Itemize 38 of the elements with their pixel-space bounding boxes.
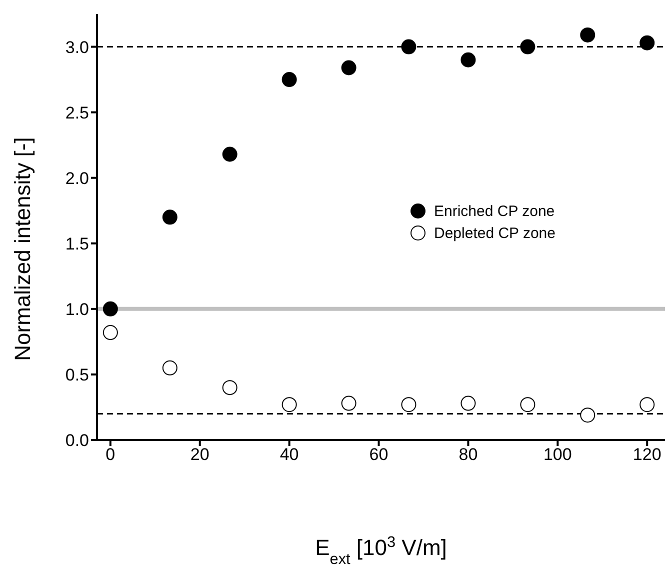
y-tick-label: 2.5: [65, 103, 89, 122]
y-tick-label: 0.0: [65, 431, 89, 450]
legend-label: Enriched CP zone: [434, 202, 555, 220]
legend-label: Depleted CP zone: [434, 224, 556, 242]
point: [580, 27, 596, 42]
x-tick-label: 80: [458, 445, 478, 464]
point: [460, 396, 476, 411]
y-tick-label: 0.5: [65, 365, 89, 384]
point: [401, 397, 416, 412]
point: [341, 396, 356, 411]
point: [162, 360, 178, 376]
point: [282, 72, 297, 88]
point: [520, 39, 536, 54]
x-axis-title: E$_{ext}$ [10$^{3}$ V/m]: [315, 534, 447, 565]
point: [102, 325, 118, 340]
x-tick-label: 60: [369, 445, 388, 464]
point: [520, 397, 536, 412]
y-tick-label: 3.0: [65, 38, 89, 57]
y-axis-title: Normalized intensity [-]: [10, 137, 35, 361]
y-tick-label: 1.5: [65, 234, 89, 254]
point: [222, 146, 238, 162]
point: [460, 52, 476, 68]
point: [222, 380, 238, 396]
point: [162, 210, 178, 225]
point: [640, 35, 655, 50]
x-tick-label: 120: [632, 445, 662, 464]
y-tick-label: 1.0: [65, 300, 89, 319]
point: [580, 408, 596, 423]
x-tick-label: 20: [190, 445, 210, 464]
x-tick-label: 40: [280, 445, 299, 464]
point: [640, 397, 655, 412]
y-tick-label: 2.0: [65, 168, 89, 188]
point: [341, 60, 356, 76]
x-tick-label: 0: [106, 445, 116, 464]
point: [102, 301, 118, 316]
point: [282, 397, 297, 412]
point: [401, 39, 416, 54]
x-tick-label: 100: [543, 445, 572, 464]
